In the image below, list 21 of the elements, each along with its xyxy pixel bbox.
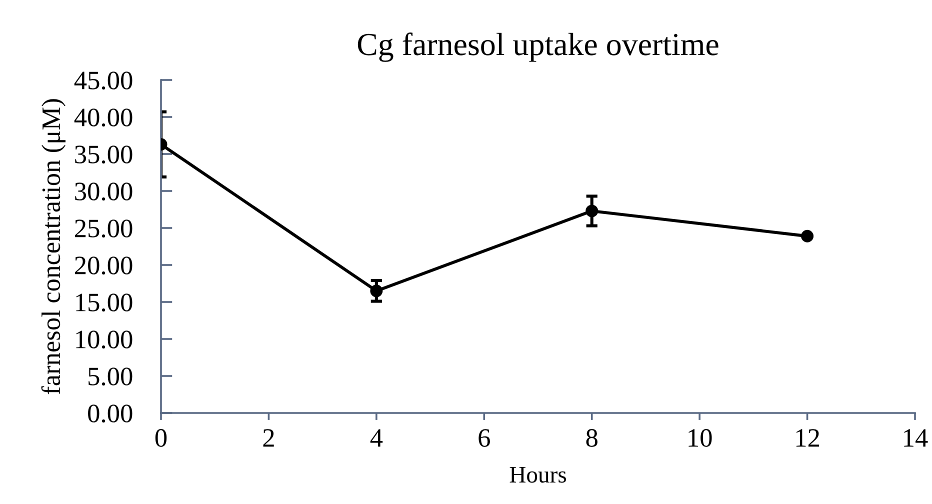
y-tick-label: 20.00 bbox=[75, 256, 132, 275]
y-tick-label: 30.00 bbox=[75, 182, 132, 201]
x-tick-label: 4 bbox=[370, 429, 383, 447]
x-tick-label: 14 bbox=[904, 429, 928, 447]
y-tick-label: 0.00 bbox=[88, 404, 132, 423]
x-tick-label: 12 bbox=[796, 429, 820, 447]
x-tick-label: 0 bbox=[155, 429, 167, 447]
y-tick-label: 15.00 bbox=[76, 294, 132, 312]
chart-title: Cg farnesol uptake overtime bbox=[358, 32, 718, 62]
y-tick-label: 40.00 bbox=[74, 108, 132, 127]
x-tick-label: 8 bbox=[586, 429, 598, 447]
x-tick-label: 6 bbox=[478, 429, 490, 447]
y-tick-label: 25.00 bbox=[75, 220, 132, 238]
x-tick-label: 10 bbox=[688, 429, 712, 447]
y-tick-label: 35.00 bbox=[75, 146, 132, 164]
y-tick-label: 45.00 bbox=[74, 72, 132, 90]
x-tick-label: 2 bbox=[263, 429, 274, 447]
x-axis-title: Hours bbox=[510, 467, 566, 483]
y-axis-title: farnesol concentration (μM) bbox=[41, 99, 66, 394]
y-tick-label: 5.00 bbox=[88, 368, 132, 386]
y-tick-label: 10.00 bbox=[76, 330, 132, 349]
